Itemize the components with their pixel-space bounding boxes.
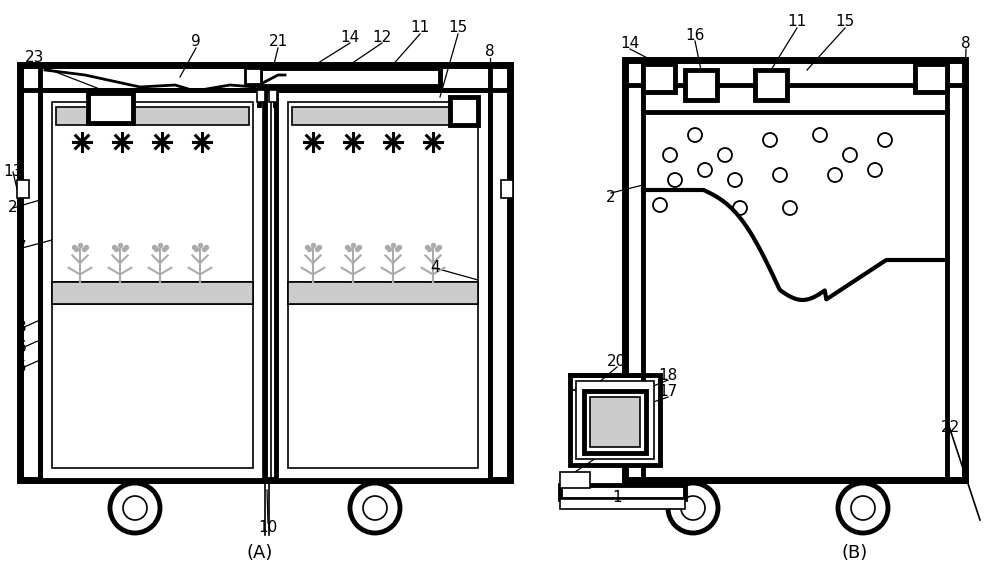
Bar <box>570 375 660 465</box>
Text: 15: 15 <box>835 14 855 29</box>
Circle shape <box>733 201 747 215</box>
Bar <box>56 107 249 125</box>
Text: 5: 5 <box>17 360 27 375</box>
Circle shape <box>663 148 677 162</box>
Bar <box>52 282 253 304</box>
Text: 14: 14 <box>620 36 640 51</box>
Bar <box>292 107 474 125</box>
Text: 14: 14 <box>340 29 360 45</box>
Text: 2: 2 <box>8 200 18 215</box>
Circle shape <box>878 133 892 147</box>
Circle shape <box>350 483 400 533</box>
Bar <box>269 90 277 102</box>
Text: 23: 23 <box>25 51 45 65</box>
Bar <box>260 68 440 86</box>
Text: 21: 21 <box>268 34 288 49</box>
Circle shape <box>668 483 718 533</box>
Bar <box>584 391 646 453</box>
Bar <box>576 381 654 459</box>
Text: 10: 10 <box>258 521 278 536</box>
Bar <box>288 282 478 304</box>
Circle shape <box>728 173 742 187</box>
Text: (B): (B) <box>842 544 868 562</box>
Bar <box>17 180 29 198</box>
Text: (A): (A) <box>247 544 273 562</box>
Text: 8: 8 <box>961 36 971 51</box>
Circle shape <box>763 133 777 147</box>
Text: 11: 11 <box>787 14 807 29</box>
Circle shape <box>698 163 712 177</box>
Text: 8: 8 <box>485 45 495 60</box>
Text: 9: 9 <box>191 34 201 49</box>
Circle shape <box>681 496 705 520</box>
Circle shape <box>653 198 667 212</box>
Bar <box>88 93 133 123</box>
Text: 15: 15 <box>448 21 468 36</box>
Bar <box>288 102 478 468</box>
Circle shape <box>363 496 387 520</box>
Bar <box>245 68 261 84</box>
Text: 3: 3 <box>17 320 27 335</box>
Bar <box>560 499 685 509</box>
Bar <box>52 102 253 468</box>
Circle shape <box>688 128 702 142</box>
Circle shape <box>851 496 875 520</box>
Text: 18: 18 <box>658 367 678 382</box>
Bar <box>755 70 787 100</box>
Bar <box>20 65 510 480</box>
Bar <box>501 180 513 198</box>
Bar <box>276 90 490 480</box>
Text: 16: 16 <box>685 28 705 42</box>
Bar <box>560 472 590 488</box>
Text: 19: 19 <box>598 437 618 452</box>
Text: 6: 6 <box>17 340 27 355</box>
Bar <box>257 90 265 102</box>
Text: 12: 12 <box>372 29 392 45</box>
Text: 22: 22 <box>940 421 960 436</box>
Text: 2: 2 <box>606 191 616 205</box>
Circle shape <box>110 483 160 533</box>
Text: 1: 1 <box>612 491 622 506</box>
Circle shape <box>838 483 888 533</box>
Text: 20: 20 <box>607 355 627 370</box>
Text: 17: 17 <box>658 385 678 400</box>
Circle shape <box>868 163 882 177</box>
Text: 13: 13 <box>3 165 23 180</box>
Bar <box>450 97 478 125</box>
Circle shape <box>843 148 857 162</box>
Text: 4: 4 <box>430 261 440 276</box>
Text: 7: 7 <box>17 241 27 255</box>
Bar <box>643 64 675 92</box>
Text: 11: 11 <box>410 21 430 36</box>
Bar <box>560 485 685 499</box>
Circle shape <box>773 168 787 182</box>
Circle shape <box>783 201 797 215</box>
Circle shape <box>813 128 827 142</box>
Circle shape <box>828 168 842 182</box>
Bar <box>915 64 947 92</box>
Circle shape <box>718 148 732 162</box>
Bar <box>40 90 265 480</box>
Circle shape <box>123 496 147 520</box>
Bar <box>590 397 640 447</box>
Bar <box>685 70 717 100</box>
Bar <box>625 60 965 480</box>
Circle shape <box>668 173 682 187</box>
